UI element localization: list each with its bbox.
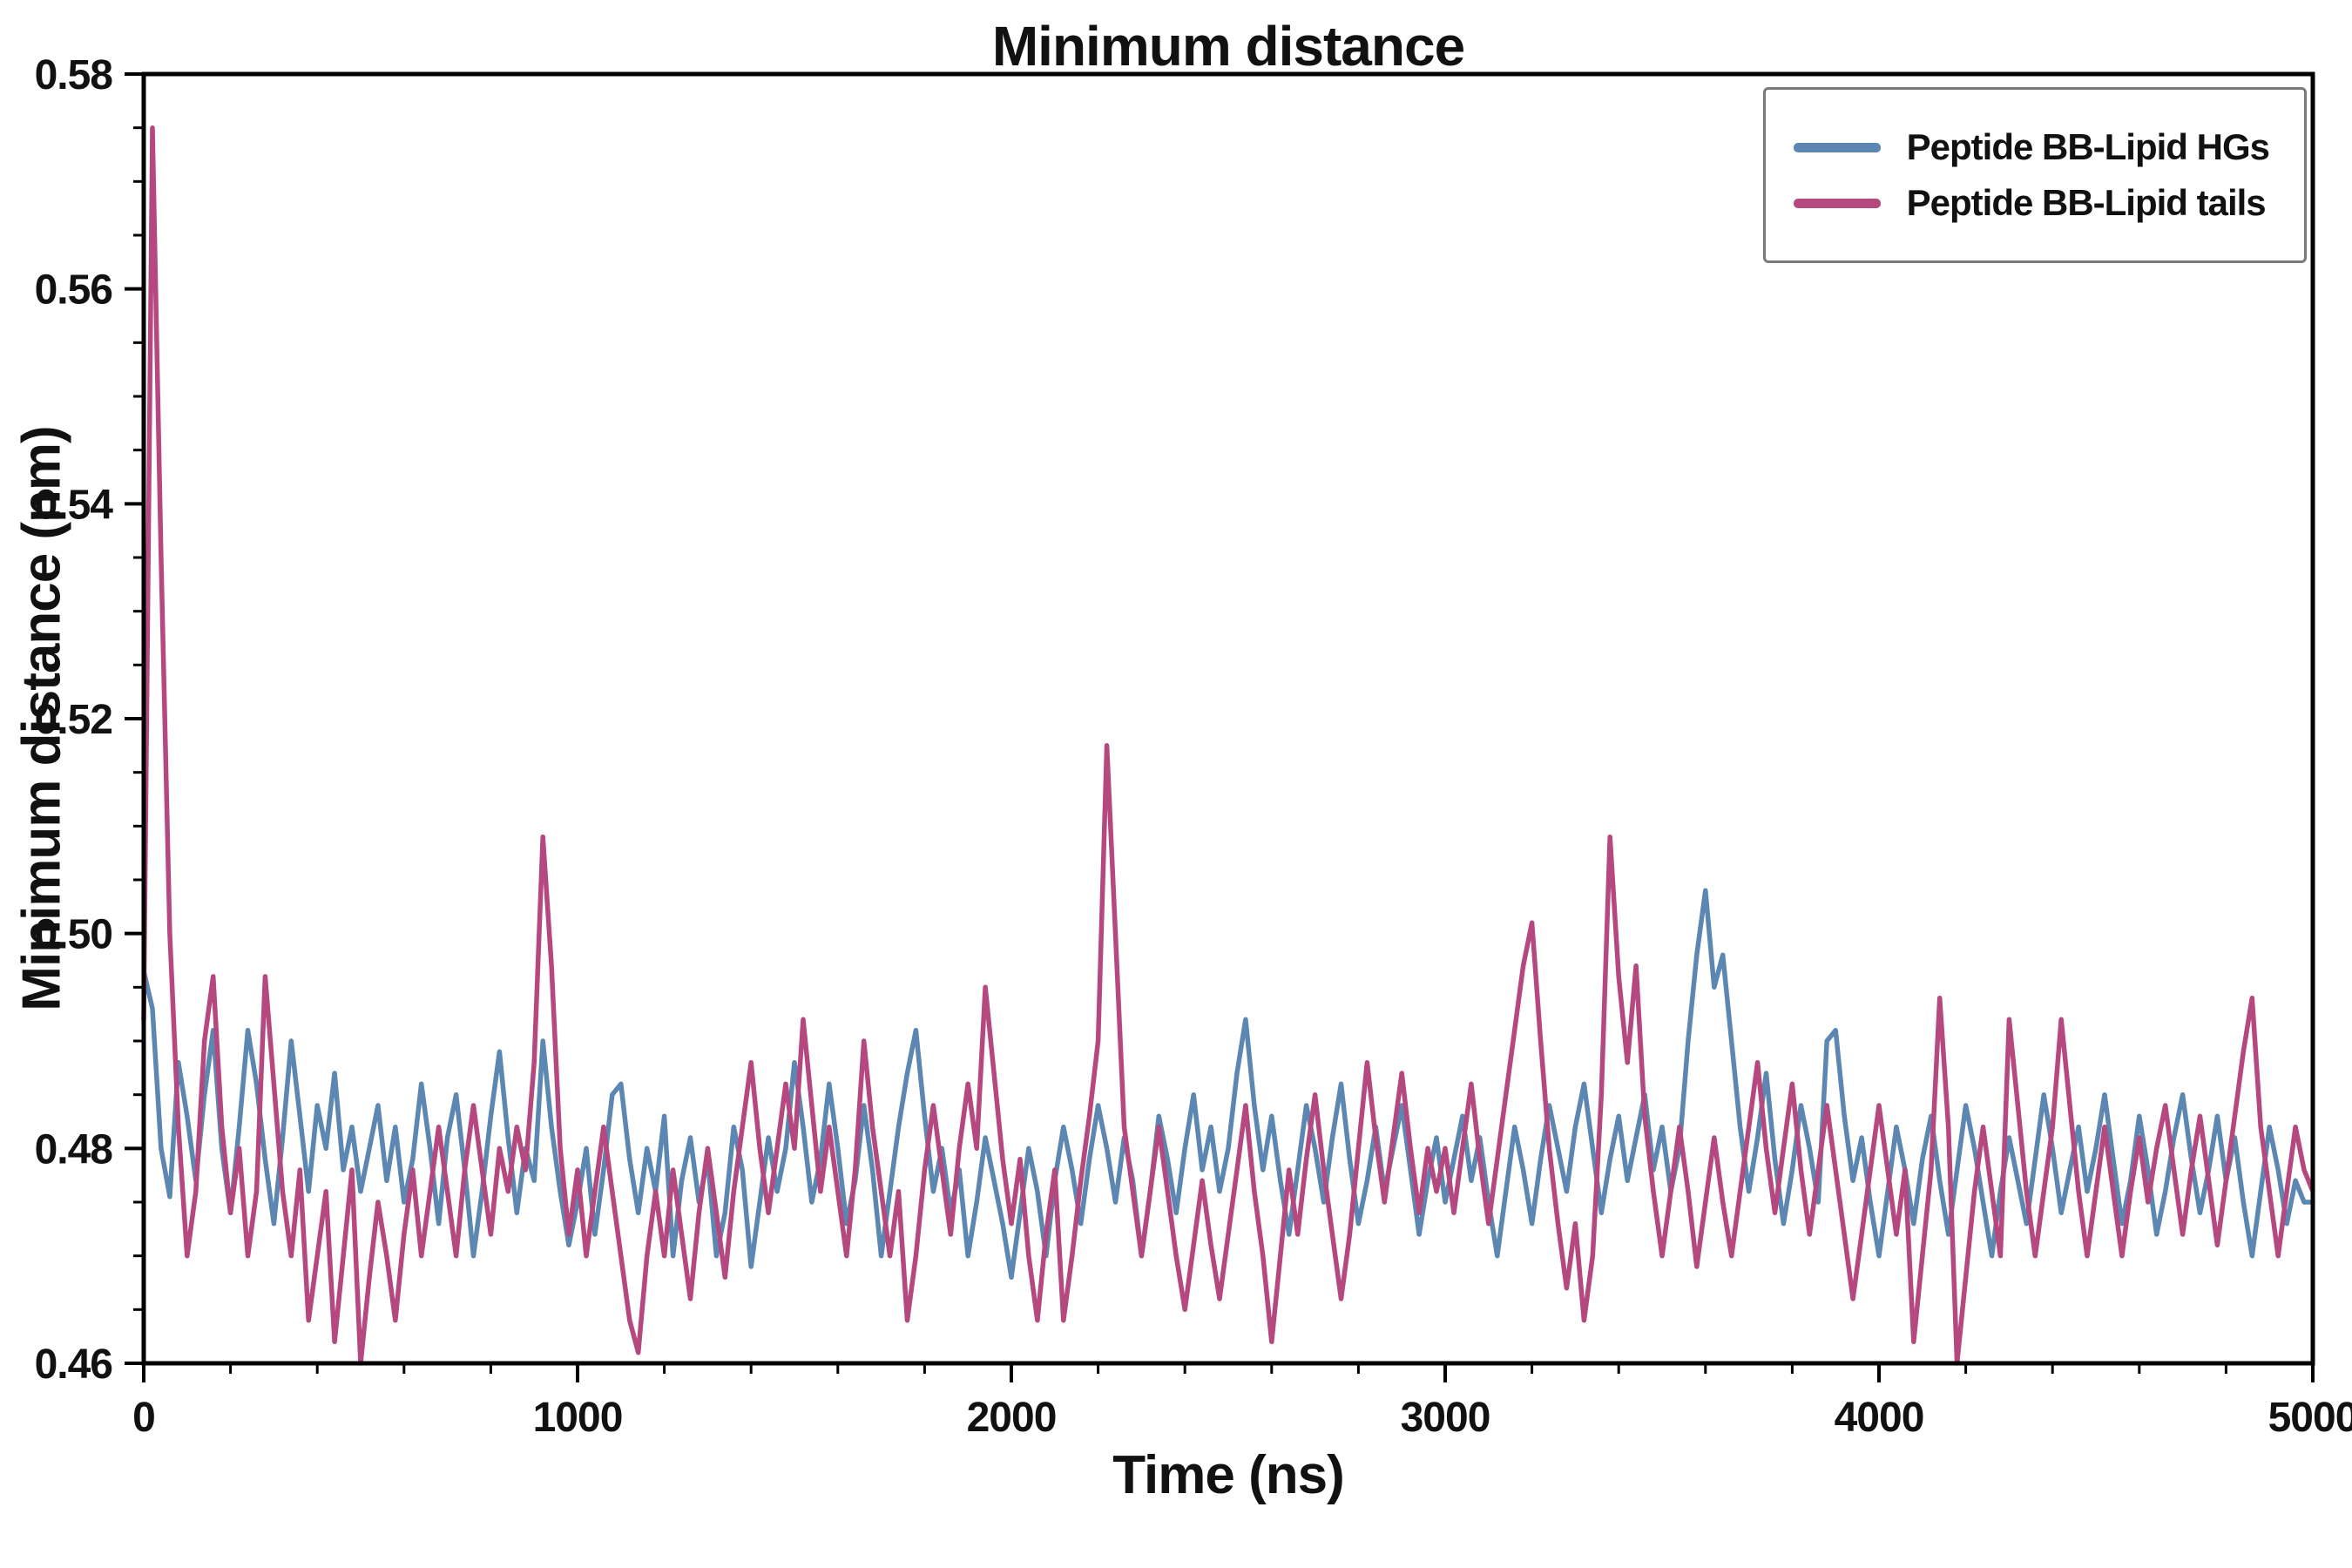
- legend-entry-tails: Peptide BB-Lipid tails: [1793, 182, 2269, 224]
- x-tick-label: 1000: [533, 1395, 623, 1441]
- x-tick-label: 5000: [2268, 1395, 2352, 1441]
- legend-swatch-tails: [1793, 198, 1881, 208]
- y-tick-label: 0.46: [35, 1342, 112, 1388]
- legend-swatch-hgs: [1793, 142, 1881, 152]
- series-line-1: [141, 125, 2315, 1366]
- y-tick-label: 0.52: [35, 697, 112, 743]
- legend-label-tails: Peptide BB-Lipid tails: [1906, 182, 2267, 223]
- y-tick-label: 0.54: [35, 482, 114, 528]
- x-tick-label: 0: [132, 1395, 155, 1441]
- legend-entry-hgs: Peptide BB-Lipid HGs: [1793, 126, 2270, 168]
- y-tick-label: 0.48: [35, 1126, 113, 1173]
- legend: Peptide BB-Lipid HGs Peptide BB-Lipid ta…: [1762, 87, 2307, 263]
- chart-title: Minimum distance: [991, 15, 1465, 78]
- y-tick-label: 0.58: [35, 52, 113, 98]
- y-tick-label: 0.50: [35, 912, 112, 958]
- x-tick-label: 4000: [1835, 1395, 1924, 1441]
- x-tick-label: 2000: [967, 1395, 1057, 1441]
- plot-frame: [141, 71, 2315, 1366]
- y-tick-label: 0.56: [35, 267, 112, 314]
- legend-label-hgs: Peptide BB-Lipid HGs: [1906, 126, 2270, 167]
- x-axis-label: Time (ns): [1112, 1445, 1344, 1505]
- y-axis-label: Minimum distance (nm): [11, 426, 72, 1011]
- x-tick-label: 3000: [1401, 1395, 1490, 1441]
